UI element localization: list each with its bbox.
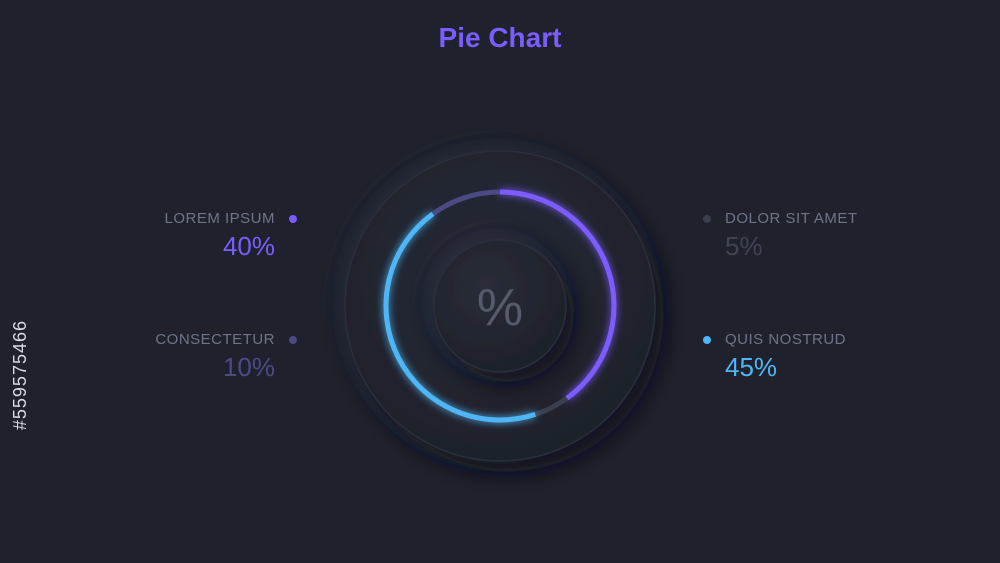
legend-label: LOREM IPSUM xyxy=(164,210,275,227)
inner-disc xyxy=(433,239,567,373)
legend-label: QUIS NOSTRUD xyxy=(725,331,847,348)
legend-item-dolor-sit-amet: DOLOR SIT AMET 5% xyxy=(703,210,985,262)
legend-item-quis-nostrud: QUIS NOSTRUD 45% xyxy=(703,331,985,383)
chart-title: Pie Chart xyxy=(438,22,562,53)
legend-value: 45% xyxy=(725,352,778,382)
legend-item-lorem-ipsum: LOREM IPSUM 40% xyxy=(15,210,297,262)
legend-dot xyxy=(703,215,711,223)
legend-label: CONSECTETUR xyxy=(155,331,275,348)
stock-id-watermark: #559575466 xyxy=(10,320,30,431)
legend-dot xyxy=(289,336,297,344)
legend-value: 10% xyxy=(222,352,275,382)
legend-dot xyxy=(703,336,711,344)
legend-value: 40% xyxy=(222,231,275,261)
legend-value: 5% xyxy=(725,231,763,261)
pie-slice-consectetur xyxy=(431,189,501,216)
pie-slice-dolor-sit-amet xyxy=(534,396,569,417)
center-percent-symbol: % xyxy=(476,279,524,337)
pie-slices xyxy=(383,189,617,423)
legend-item-consectetur: CONSECTETUR 10% xyxy=(15,331,297,383)
legend-label: DOLOR SIT AMET xyxy=(725,210,858,227)
pie-slice-quis-nostrud xyxy=(383,211,536,423)
legend-dot xyxy=(289,215,297,223)
pie-slice-lorem-ipsum xyxy=(499,189,617,401)
